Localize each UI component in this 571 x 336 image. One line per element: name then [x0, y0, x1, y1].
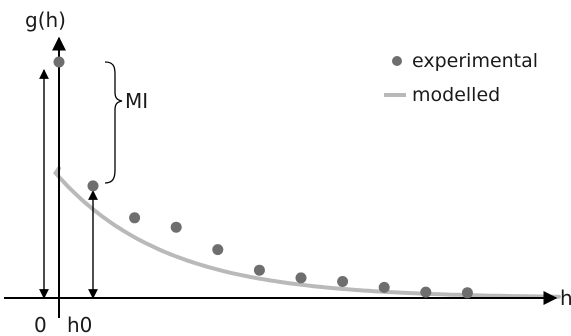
experimental-points: [53, 56, 473, 299]
legend: experimental modelled: [384, 50, 538, 106]
experimental-point: [170, 221, 182, 233]
experimental-point: [295, 272, 307, 284]
legend-modelled-label: modelled: [412, 84, 500, 106]
legend-experimental-marker: [392, 56, 402, 66]
mi-brace: [104, 61, 123, 184]
experimental-point: [87, 180, 99, 192]
experimental-point: [378, 281, 390, 293]
experimental-point: [337, 276, 349, 287]
tick-label-h0: h0: [67, 313, 92, 336]
x-axis-label: h: [560, 286, 571, 310]
experimental-point: [53, 56, 65, 68]
legend-experimental-label: experimental: [412, 50, 538, 72]
experimental-point: [129, 212, 141, 224]
modelled-curve: [53, 166, 561, 299]
experimental-point: [212, 244, 224, 256]
experimental-point: [253, 264, 265, 276]
mi-label: MI: [125, 89, 148, 113]
experimental-point: [420, 286, 432, 298]
tick-label-zero: 0: [34, 313, 47, 336]
experimental-point: [461, 287, 473, 299]
y-axis-label: g(h): [25, 8, 66, 32]
